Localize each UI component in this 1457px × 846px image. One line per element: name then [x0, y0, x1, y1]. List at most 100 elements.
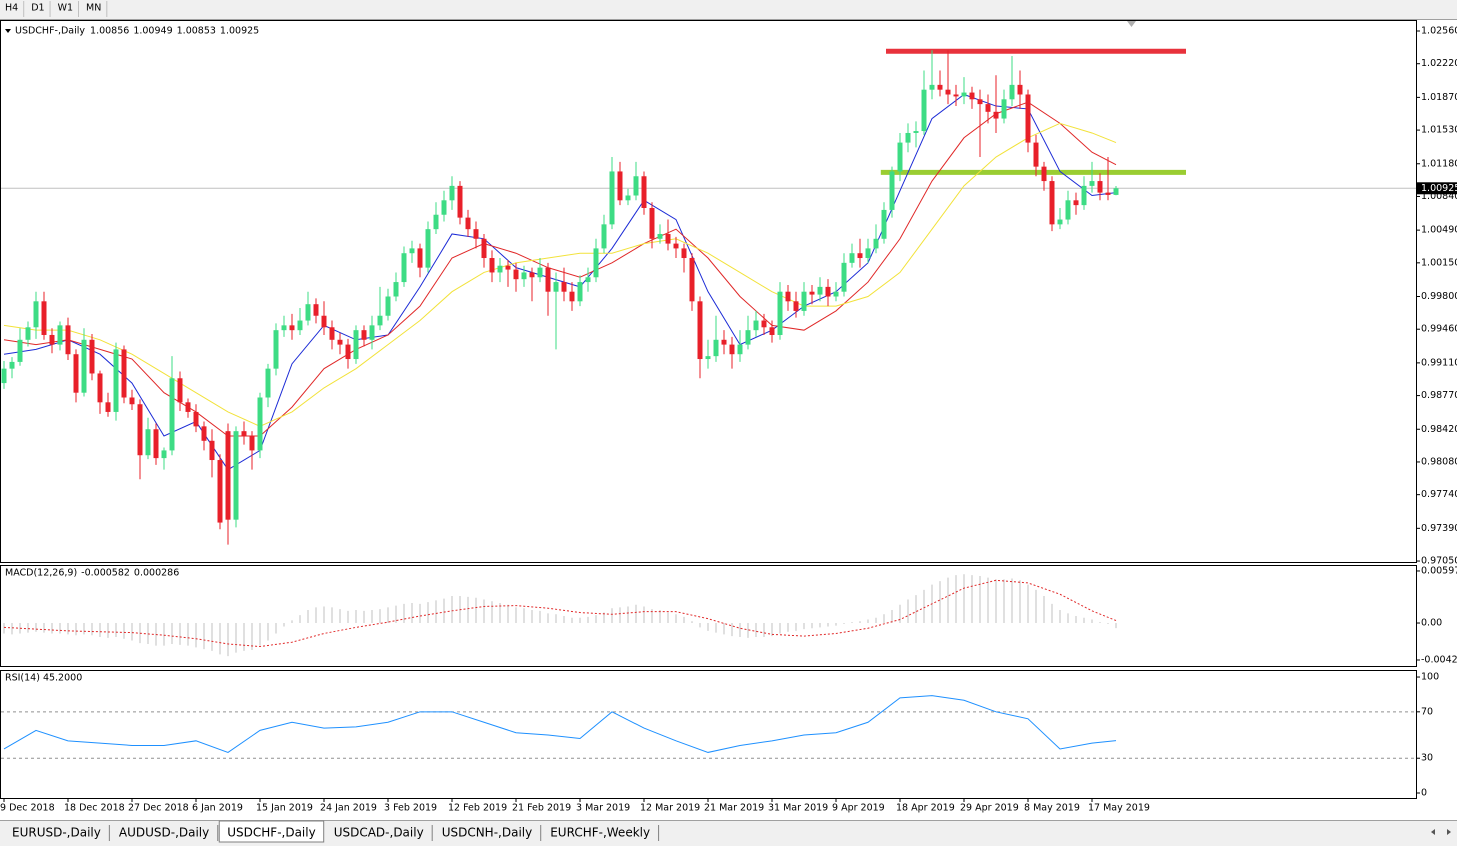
candle-body — [81, 339, 87, 393]
candle-body — [753, 320, 759, 331]
candle-body — [393, 282, 399, 297]
timeframe-button[interactable]: H4 — [5, 3, 18, 14]
candle-body — [865, 248, 871, 259]
tab[interactable] — [325, 823, 432, 842]
candle-body — [249, 435, 255, 451]
tab-label[interactable]: USDCHF-,Daily — [227, 826, 315, 840]
candle-body — [657, 233, 663, 239]
candle-body — [89, 339, 95, 374]
tab[interactable] — [110, 823, 218, 842]
tab[interactable] — [218, 820, 325, 843]
tab[interactable] — [433, 823, 541, 842]
x-tick-label: 9 Dec 2018 — [0, 803, 55, 814]
tab-scroll-right[interactable] — [1447, 829, 1451, 835]
candle-body — [857, 253, 863, 259]
candle-body — [25, 327, 31, 340]
tab-label[interactable]: AUDUSD-,Daily — [119, 826, 209, 840]
timeframe-button[interactable]: D1 — [31, 3, 44, 14]
macd-panel — [0, 565, 1417, 667]
candle-body — [713, 339, 719, 357]
candle-body — [673, 243, 679, 249]
candle-body — [817, 286, 823, 295]
candle-body — [129, 397, 135, 405]
candle-body — [617, 171, 623, 201]
indicator-line — [3, 695, 1117, 753]
candle-body — [1057, 219, 1063, 225]
y-tick-label: 0.98080 — [1421, 456, 1457, 467]
candle-body — [945, 89, 951, 95]
candle-body — [849, 253, 855, 263]
y-tick-label: 0.99800 — [1421, 291, 1457, 302]
candle-body — [521, 272, 527, 280]
y-tick-label: 0.00597 — [1421, 565, 1457, 576]
y-tick-label: 0.00 — [1421, 618, 1442, 629]
candle-body — [273, 330, 279, 369]
candle-body — [833, 291, 839, 297]
tab-label[interactable]: USDCNH-,Daily — [442, 826, 533, 840]
candle-body — [777, 291, 783, 335]
candle-body — [737, 344, 743, 355]
x-tick-label: 18 Dec 2018 — [64, 803, 125, 814]
tab[interactable] — [542, 823, 659, 842]
candle-body — [913, 131, 919, 133]
x-tick-label: 8 May 2019 — [1024, 803, 1080, 814]
candle-body — [953, 94, 959, 97]
candle-body — [401, 253, 407, 283]
candle-body — [649, 208, 655, 239]
candle-body — [121, 349, 127, 398]
y-tick-label: 1.00150 — [1421, 257, 1457, 268]
candle-body — [689, 258, 695, 302]
y-tick-label: 100 — [1421, 672, 1439, 683]
y-tick-label: 70 — [1421, 706, 1433, 717]
tab-label[interactable]: EURCHF-,Weekly — [550, 826, 650, 840]
candle-body — [457, 185, 463, 218]
indicator-line — [3, 122, 1117, 427]
candle-body — [9, 361, 15, 369]
candle-body — [985, 104, 991, 112]
title-arrow — [5, 29, 11, 33]
y-tick-label: 1.02220 — [1421, 58, 1457, 69]
candle-body — [929, 84, 935, 90]
candle-body — [465, 217, 471, 230]
candle-body — [153, 429, 159, 459]
tab-label[interactable]: EURUSD-,Daily — [12, 826, 101, 840]
x-tick-label: 6 Jan 2019 — [192, 803, 243, 814]
candle-body — [553, 282, 559, 292]
candle-body — [1081, 185, 1087, 206]
tab[interactable] — [4, 823, 109, 842]
candle-body — [377, 315, 383, 326]
y-tick-label: 0.97050 — [1421, 556, 1457, 567]
candle-body — [345, 344, 351, 360]
candle-body — [57, 325, 63, 345]
candle-body — [241, 431, 247, 436]
candle-body — [529, 272, 535, 278]
x-tick-label: 3 Feb 2019 — [384, 803, 437, 814]
candle-body — [297, 320, 303, 331]
tab-label[interactable]: USDCAD-,Daily — [334, 826, 424, 840]
timeframe-button[interactable]: MN — [86, 3, 101, 14]
candle-body — [1089, 181, 1095, 186]
candle-body — [137, 404, 143, 456]
candle-body — [425, 229, 431, 268]
y-tick-label: 0.99460 — [1421, 324, 1457, 335]
candle-body — [569, 291, 575, 302]
candle-body — [513, 269, 519, 280]
price-tag — [1417, 182, 1457, 195]
x-tick-label: 17 May 2019 — [1088, 803, 1150, 814]
candle-body — [497, 265, 503, 273]
candle-body — [329, 327, 335, 340]
candle-body — [721, 339, 727, 345]
candle-body — [593, 248, 599, 278]
candle-body — [265, 368, 271, 398]
candle-body — [969, 92, 975, 100]
candle-body — [169, 378, 175, 451]
candle-body — [545, 267, 551, 292]
candle-body — [289, 325, 295, 331]
toolbar — [0, 0, 1457, 19]
tab-scroll-left[interactable] — [1431, 829, 1435, 835]
x-tick-label: 29 Apr 2019 — [960, 803, 1019, 814]
timeframe-button[interactable]: W1 — [58, 3, 73, 14]
candle-body — [361, 330, 367, 340]
candle-body — [841, 262, 847, 292]
